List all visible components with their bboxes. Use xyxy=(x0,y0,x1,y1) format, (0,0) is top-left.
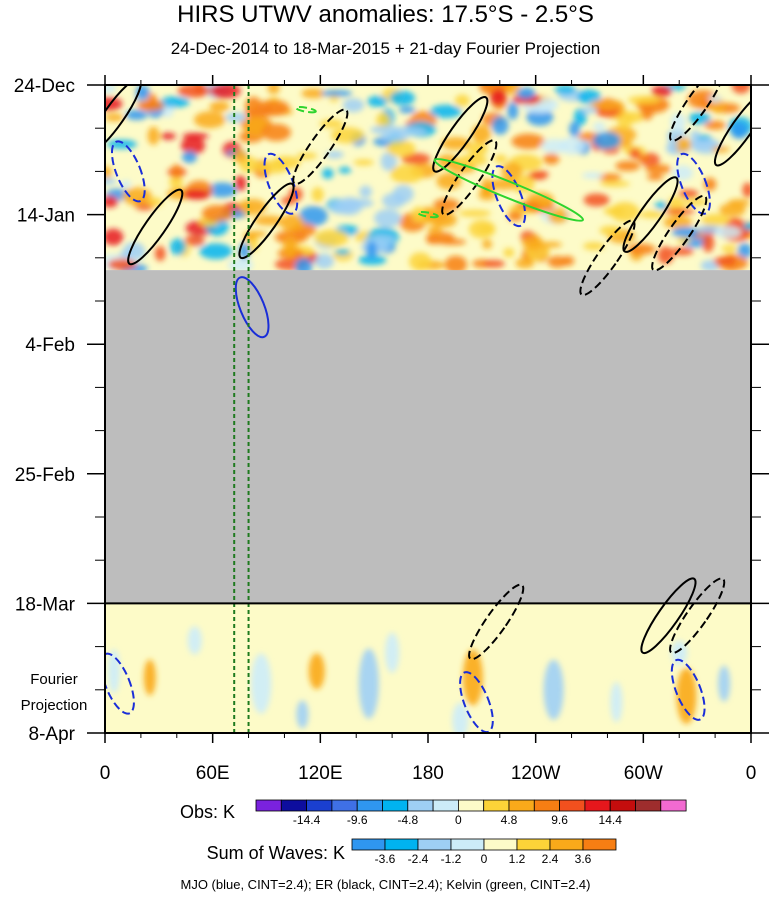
colorbar-swatch xyxy=(508,799,535,812)
colorbar-label: 4.8 xyxy=(501,813,518,827)
hovmoller-plot: 0 60E 120E 180 120W 60W 0 24-Dec 14-Jan 4-Feb 25-F… xyxy=(14,75,769,866)
waves-colorbar: -3.6 -2.4 -1.2 0 1.2 2.4 3.6 xyxy=(351,838,617,866)
er-contour xyxy=(127,188,184,266)
colorbar-label: -1.2 xyxy=(441,852,462,866)
y-tick-label: 24-Dec xyxy=(14,76,75,97)
colorbar-swatch xyxy=(609,799,636,812)
x-tick-label: 180 xyxy=(412,763,444,784)
colorbar-label: 2.4 xyxy=(542,852,559,866)
er-contour xyxy=(651,194,708,272)
colorbar-swatch xyxy=(457,799,485,812)
er-contour xyxy=(238,182,295,260)
colorbar-label: 3.6 xyxy=(575,852,592,866)
projection-label-line2: Projection xyxy=(21,697,88,714)
colorbar-swatch xyxy=(450,838,485,851)
y-tick-label: 8-Apr xyxy=(29,724,76,745)
mjo-contour xyxy=(676,152,711,215)
colorbar-swatch xyxy=(483,838,518,851)
chart-subtitle: 24-Dec-2014 to 18-Mar-2015 + 21-day Four… xyxy=(170,39,601,58)
colorbar-label: -9.6 xyxy=(347,813,368,827)
colorbar-swatch xyxy=(549,838,584,851)
colorbar-label: 0 xyxy=(481,852,488,866)
colorbar-label: -3.6 xyxy=(375,852,396,866)
colorbar-swatch xyxy=(382,799,409,812)
er-contour xyxy=(579,219,636,297)
colorbar-label: -2.4 xyxy=(408,852,429,866)
mjo-contour xyxy=(110,140,146,203)
colorbar-swatch xyxy=(280,799,307,812)
colorbar-label: 1.2 xyxy=(509,852,526,866)
colorbar-swatch xyxy=(417,838,452,851)
x-tick-label: 0 xyxy=(746,763,757,784)
colorbar-swatch xyxy=(533,799,560,812)
contour-legend-text: MJO (blue, CINT=2.4); ER (black, CINT=2.… xyxy=(180,877,591,892)
er-contour xyxy=(640,577,697,655)
mjo-contour xyxy=(263,152,299,215)
er-contour xyxy=(622,176,679,253)
mjo-contour xyxy=(234,276,270,339)
colorbar-label: -4.8 xyxy=(397,813,418,827)
colorbar-label: -14.4 xyxy=(293,813,321,827)
colorbar-swatch xyxy=(584,799,611,812)
colorbar-swatch xyxy=(331,799,358,812)
x-tick-label: 0 xyxy=(100,763,111,784)
projection-field-background xyxy=(105,603,751,733)
colorbar-swatch xyxy=(582,838,617,851)
colorbar-swatch xyxy=(516,838,551,851)
colorbar-swatch xyxy=(483,799,510,812)
y-tick-label: 4-Feb xyxy=(25,335,75,356)
mjo-contour xyxy=(459,671,494,733)
colorbar-swatch xyxy=(306,799,333,812)
er-contour xyxy=(441,139,498,216)
obs-colorbar-title: Obs: K xyxy=(179,802,235,822)
y-tick-label: 25-Feb xyxy=(15,465,75,486)
er-contour xyxy=(432,96,489,173)
colorbar-swatch xyxy=(407,799,434,812)
colorbar-swatch xyxy=(432,799,459,812)
missing-data-band xyxy=(105,270,751,604)
colorbar-swatch xyxy=(635,799,662,812)
colorbar-swatch xyxy=(660,799,687,812)
waves-colorbar-title: Sum of Waves: K xyxy=(206,843,345,863)
x-tick-label: 120W xyxy=(511,763,561,784)
colorbar-label: 9.6 xyxy=(551,813,568,827)
x-tick-label: 60E xyxy=(196,763,230,784)
colorbar-label: 14.4 xyxy=(599,813,623,827)
mjo-contour xyxy=(491,165,527,228)
colorbar-label: 0 xyxy=(455,813,462,827)
er-contour xyxy=(292,108,349,186)
y-tick-label: 14-Jan xyxy=(17,206,75,227)
x-tick-label: 60W xyxy=(624,763,663,784)
colorbar-swatch xyxy=(351,838,386,851)
er-contour xyxy=(669,577,726,655)
kelvin-contour xyxy=(295,106,317,114)
colorbar-swatch xyxy=(384,838,419,851)
projection-label-line1: Fourier xyxy=(30,671,78,688)
colorbar-swatch xyxy=(255,799,282,812)
chart-title: HIRS UTWV anomalies: 17.5°S - 2.5°S xyxy=(177,1,594,28)
y-tick-label: 18-Mar xyxy=(15,594,76,615)
kelvin-contour xyxy=(433,158,584,222)
obs-colorbar: -14.4 -9.6 -4.8 0 4.8 9.6 14.4 xyxy=(255,799,687,827)
kelvin-contour xyxy=(417,210,439,219)
colorbar-swatch xyxy=(356,799,383,812)
mjo-contour xyxy=(670,658,706,721)
x-tick-label: 120E xyxy=(298,763,342,784)
colorbar-swatch xyxy=(559,799,586,812)
er-contour xyxy=(468,583,525,661)
